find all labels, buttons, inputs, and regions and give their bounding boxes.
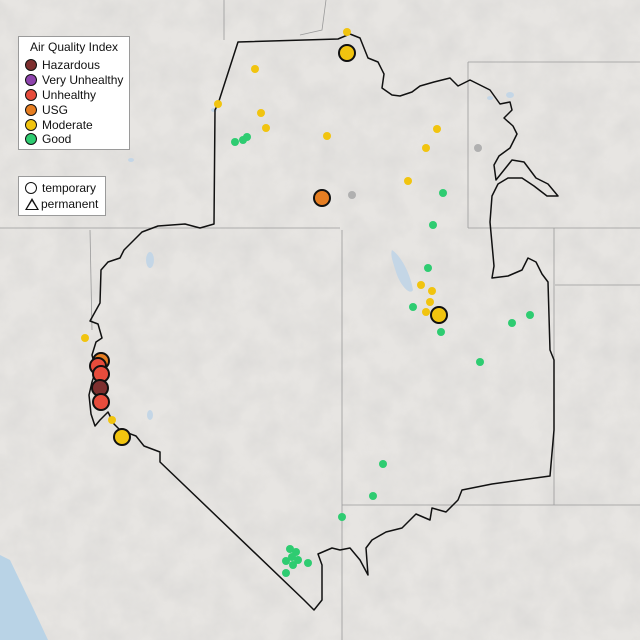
monitor-marker-good[interactable] xyxy=(282,569,290,577)
monitor-marker-good[interactable] xyxy=(286,545,294,553)
legend-label-temporary: temporary xyxy=(42,181,97,195)
monitor-marker-moderate[interactable] xyxy=(343,28,351,36)
monitor-type-legend: temporary permanent xyxy=(18,176,106,216)
region-boundary xyxy=(88,33,559,611)
legend-item-very-unhealthy: Very Unhealthy xyxy=(25,73,123,87)
legend-item-good: Good xyxy=(25,132,71,146)
monitor-marker-good[interactable] xyxy=(304,559,312,567)
legend-item-usg: USG xyxy=(25,103,68,117)
monitor-marker-moderate[interactable] xyxy=(422,144,430,152)
legend-item-unhealthy: Unhealthy xyxy=(25,88,96,102)
monitor-marker-nodata[interactable] xyxy=(474,144,482,152)
monitor-marker-moderate[interactable] xyxy=(257,109,265,117)
monitor-marker-moderate[interactable] xyxy=(81,334,89,342)
monitor-marker-moderate[interactable] xyxy=(422,308,430,316)
monitor-marker-good[interactable] xyxy=(289,561,297,569)
legend-label-good: Good xyxy=(42,132,72,146)
legend-item-temporary: temporary xyxy=(25,181,96,195)
monitor-marker-moderate[interactable] xyxy=(426,298,434,306)
moderate-swatch xyxy=(25,119,37,131)
aqi-legend: Air Quality Index Hazardous Very Unhealt… xyxy=(18,36,130,150)
monitor-marker-good[interactable] xyxy=(508,319,516,327)
monitor-marker-moderate[interactable] xyxy=(433,125,441,133)
legend-label-very-unhealthy: Very Unhealthy xyxy=(42,73,124,87)
monitor-marker-good[interactable] xyxy=(294,556,302,564)
monitor-marker-nodata[interactable] xyxy=(348,191,356,199)
monitor-marker-usg[interactable] xyxy=(313,189,331,207)
monitor-marker-good[interactable] xyxy=(288,553,296,561)
monitor-marker-moderate[interactable] xyxy=(113,428,131,446)
monitor-marker-good[interactable] xyxy=(439,189,447,197)
monitor-marker-moderate[interactable] xyxy=(338,44,356,62)
monitor-marker-good[interactable] xyxy=(409,303,417,311)
monitor-marker-moderate[interactable] xyxy=(404,177,412,185)
monitor-marker-good[interactable] xyxy=(476,358,484,366)
monitor-marker-moderate[interactable] xyxy=(417,281,425,289)
monitor-marker-good[interactable] xyxy=(338,513,346,521)
hazardous-swatch xyxy=(25,59,37,71)
monitor-marker-good[interactable] xyxy=(231,138,239,146)
monitor-marker-moderate[interactable] xyxy=(214,100,222,108)
ocean xyxy=(0,555,48,640)
triangle-icon xyxy=(25,198,39,210)
monitor-marker-moderate[interactable] xyxy=(430,306,448,324)
monitor-marker-unhealthy[interactable] xyxy=(92,393,110,411)
legend-label-moderate: Moderate xyxy=(42,118,93,132)
very-unhealthy-swatch xyxy=(25,74,37,86)
monitor-marker-good[interactable] xyxy=(379,460,387,468)
good-swatch xyxy=(25,133,37,145)
monitor-marker-moderate[interactable] xyxy=(251,65,259,73)
monitor-marker-good[interactable] xyxy=(437,328,445,336)
monitor-marker-good[interactable] xyxy=(369,492,377,500)
unhealthy-swatch xyxy=(25,89,37,101)
legend-item-hazardous: Hazardous xyxy=(25,58,100,72)
monitor-marker-good[interactable] xyxy=(282,557,290,565)
legend-label-usg: USG xyxy=(42,103,69,117)
legend-item-permanent: permanent xyxy=(25,197,98,211)
legend-item-moderate: Moderate xyxy=(25,118,93,132)
monitor-marker-moderate[interactable] xyxy=(428,287,436,295)
legend-label-unhealthy: Unhealthy xyxy=(42,88,97,102)
legend-title: Air Quality Index xyxy=(30,40,119,54)
monitor-marker-good[interactable] xyxy=(526,311,534,319)
monitor-marker-moderate[interactable] xyxy=(323,132,331,140)
circle-icon xyxy=(25,182,37,194)
monitor-marker-good[interactable] xyxy=(424,264,432,272)
monitor-marker-moderate[interactable] xyxy=(262,124,270,132)
monitor-markers[interactable] xyxy=(81,28,534,577)
monitor-marker-good[interactable] xyxy=(429,221,437,229)
monitor-marker-good[interactable] xyxy=(243,133,251,141)
legend-label-hazardous: Hazardous xyxy=(42,58,101,72)
usg-swatch xyxy=(25,104,37,116)
monitor-marker-moderate[interactable] xyxy=(108,416,116,424)
legend-label-permanent: permanent xyxy=(41,197,99,211)
